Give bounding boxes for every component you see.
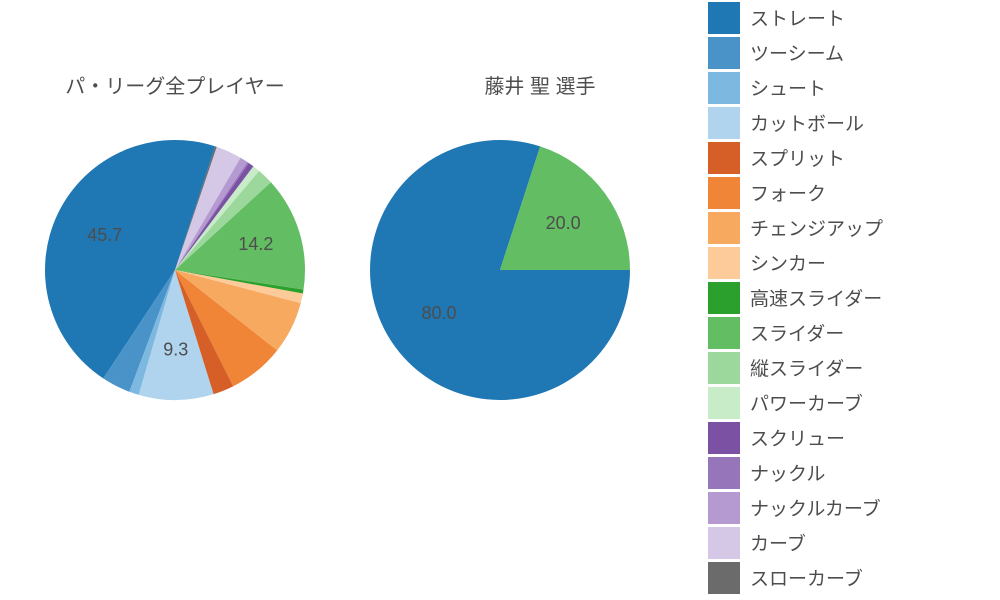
- legend-item-knuckle_curve: ナックルカーブ: [708, 490, 988, 525]
- legend-item-shoot: シュート: [708, 70, 988, 105]
- legend-item-slider: スライダー: [708, 315, 988, 350]
- legend-swatch-twoseam: [708, 37, 740, 69]
- legend-swatch-shoot: [708, 72, 740, 104]
- legend-label-knuckle: ナックル: [750, 459, 825, 486]
- legend-item-cutball: カットボール: [708, 105, 988, 140]
- legend-item-screw: スクリュー: [708, 420, 988, 455]
- legend-label-cutball: カットボール: [750, 109, 864, 136]
- legend-swatch-cutball: [708, 107, 740, 139]
- legend-swatch-straight: [708, 2, 740, 34]
- legend-swatch-fork: [708, 177, 740, 209]
- legend-item-changeup: チェンジアップ: [708, 210, 988, 245]
- legend-swatch-knuckle: [708, 457, 740, 489]
- legend-swatch-curve: [708, 527, 740, 559]
- pie-slice-label-straight: 80.0: [421, 303, 456, 323]
- legend-label-twoseam: ツーシーム: [750, 39, 844, 66]
- legend-swatch-changeup: [708, 212, 740, 244]
- legend-label-sinker: シンカー: [750, 249, 826, 276]
- legend-label-hs_slider: 高速スライダー: [750, 284, 882, 311]
- legend-label-straight: ストレート: [750, 4, 845, 31]
- legend-label-shoot: シュート: [750, 74, 826, 101]
- pie-slice-label-straight: 45.7: [87, 225, 122, 245]
- legend-label-split: スプリット: [750, 144, 845, 171]
- legend-item-power_curve: パワーカーブ: [708, 385, 988, 420]
- legend: ストレートツーシームシュートカットボールスプリットフォークチェンジアップシンカー…: [708, 0, 988, 595]
- pie-chart-league: 45.7 9.3 14.2: [0, 90, 355, 450]
- legend-label-fork: フォーク: [750, 179, 826, 206]
- legend-swatch-v_slider: [708, 352, 740, 384]
- legend-item-twoseam: ツーシーム: [708, 35, 988, 70]
- legend-swatch-hs_slider: [708, 282, 740, 314]
- legend-item-sinker: シンカー: [708, 245, 988, 280]
- legend-label-v_slider: 縦スライダー: [750, 354, 863, 381]
- chart-stage: パ・リーグ全プレイヤー45.79.314.2藤井 聖 選手80.020.0ストレ…: [0, 0, 1000, 600]
- pie-chart-player: 80.0 20.0: [320, 90, 680, 450]
- legend-label-knuckle_curve: ナックルカーブ: [750, 494, 881, 521]
- legend-swatch-sinker: [708, 247, 740, 279]
- legend-label-slow_curve: スローカーブ: [750, 564, 863, 591]
- legend-label-screw: スクリュー: [750, 424, 845, 451]
- legend-item-v_slider: 縦スライダー: [708, 350, 988, 385]
- legend-label-curve: カーブ: [750, 529, 806, 556]
- legend-item-split: スプリット: [708, 140, 988, 175]
- pie-slice-label-slider: 14.2: [238, 234, 273, 254]
- legend-swatch-screw: [708, 422, 740, 454]
- legend-swatch-power_curve: [708, 387, 740, 419]
- legend-item-knuckle: ナックル: [708, 455, 988, 490]
- legend-swatch-slow_curve: [708, 562, 740, 594]
- legend-swatch-split: [708, 142, 740, 174]
- pie-slice-label-cutball: 9.3: [163, 339, 188, 359]
- legend-label-changeup: チェンジアップ: [750, 214, 883, 241]
- legend-label-slider: スライダー: [750, 319, 844, 346]
- legend-item-fork: フォーク: [708, 175, 988, 210]
- legend-item-curve: カーブ: [708, 525, 988, 560]
- legend-swatch-knuckle_curve: [708, 492, 740, 524]
- legend-swatch-slider: [708, 317, 740, 349]
- legend-item-straight: ストレート: [708, 0, 988, 35]
- legend-label-power_curve: パワーカーブ: [750, 389, 863, 416]
- legend-item-hs_slider: 高速スライダー: [708, 280, 988, 315]
- legend-item-slow_curve: スローカーブ: [708, 560, 988, 595]
- pie-slice-label-slider: 20.0: [546, 213, 581, 233]
